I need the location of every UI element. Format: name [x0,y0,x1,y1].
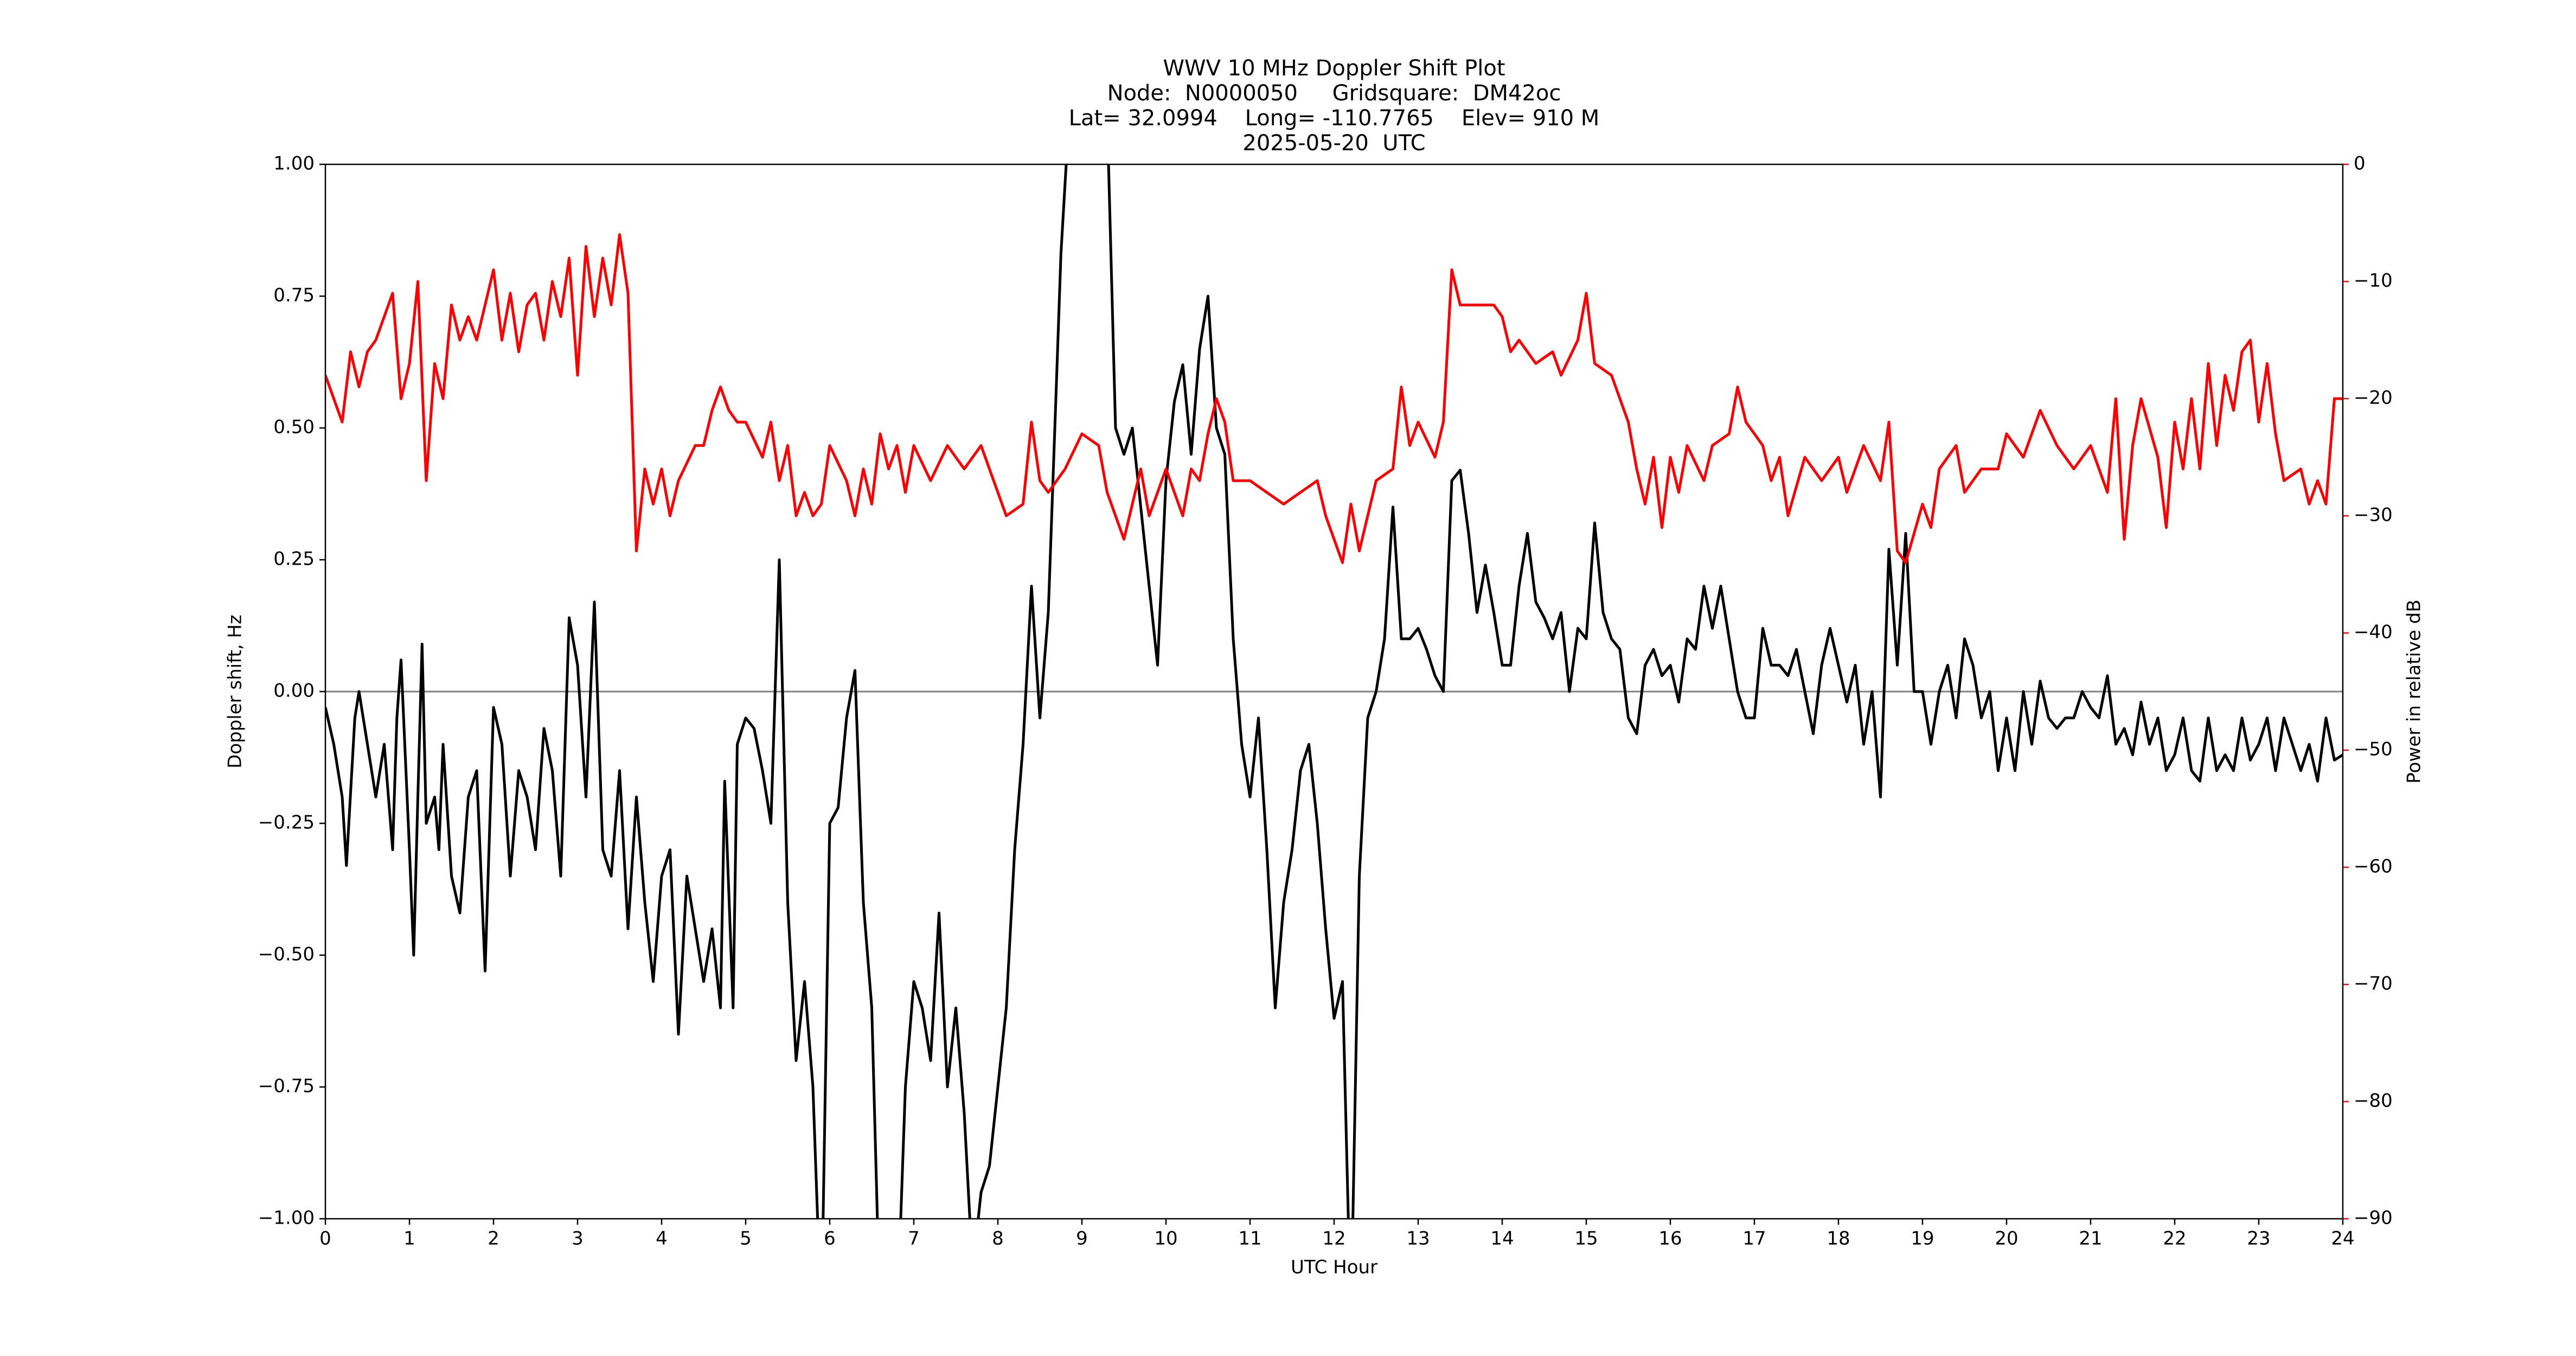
y2-tick-label: −40 [2354,622,2393,643]
y2-tick-label: −60 [2354,856,2393,878]
x-tick-label: 19 [1911,1228,1934,1250]
y-tick-label: −0.50 [258,944,315,965]
x-tick-label: 0 [319,1228,331,1250]
series-line [325,164,2343,1219]
x-tick-label: 10 [1154,1228,1177,1250]
x-tick-label: 21 [2079,1228,2102,1250]
y-axis-label: Doppler shift, Hz [225,615,246,769]
y2-axis-label: Power in relative dB [2404,599,2425,783]
y-tick-label: 0.50 [273,417,315,438]
y2-tick-label: −30 [2354,504,2393,526]
x-tick-label: 12 [1322,1228,1345,1250]
y2-tick-label: −10 [2354,270,2393,292]
y-tick-label: 0.00 [273,680,315,702]
x-tick-label: 18 [1827,1228,1850,1250]
y-tick-label: 0.75 [273,285,315,306]
series-line [325,233,2343,564]
x-tick-label: 17 [1742,1228,1766,1250]
x-tick-label: 16 [1658,1228,1682,1250]
y2-tick-label: −90 [2354,1207,2393,1229]
chart-title: Node: N0000050 Gridsquare: DM42oc [1107,81,1561,106]
x-tick-label: 1 [403,1228,415,1250]
x-tick-label: 13 [1406,1228,1430,1250]
y-tick-label: −1.00 [258,1207,315,1229]
plot-frame [324,163,2344,1220]
y2-tick-label: −20 [2354,387,2393,409]
y-tick-label: −0.75 [258,1076,315,1097]
chart-title: WWV 10 MHz Doppler Shift Plot [1163,56,1505,81]
x-tick-label: 20 [1995,1228,2018,1250]
y2-tick-label: −70 [2354,973,2393,995]
x-tick-label: 23 [2247,1228,2270,1250]
chart-title: 2025-05-20 UTC [1242,131,1425,156]
x-tick-label: 3 [572,1228,584,1250]
x-tick-label: 15 [1574,1228,1598,1250]
x-tick-label: 14 [1490,1228,1514,1250]
x-tick-label: 22 [2163,1228,2186,1250]
x-tick-label: 6 [824,1228,836,1250]
y-tick-label: 1.00 [273,153,315,175]
y-tick-label: −0.25 [258,812,315,834]
x-tick-label: 7 [908,1228,920,1250]
x-tick-label: 2 [488,1228,499,1250]
y2-tick-label: 0 [2354,153,2366,175]
x-tick-label: 5 [740,1228,752,1250]
x-tick-label: 8 [992,1228,1004,1250]
x-tick-label: 9 [1076,1228,1088,1250]
y2-tick-label: −80 [2354,1090,2393,1112]
x-tick-label: 24 [2331,1228,2354,1250]
y-tick-label: 0.25 [273,548,315,570]
x-tick-label: 4 [656,1228,668,1250]
x-tick-label: 11 [1238,1228,1261,1250]
x-axis-label: UTC Hour [1291,1257,1377,1278]
y2-tick-label: −50 [2354,739,2393,760]
chart-title: Lat= 32.0994 Long= -110.7765 Elev= 910 M [1069,106,1600,131]
